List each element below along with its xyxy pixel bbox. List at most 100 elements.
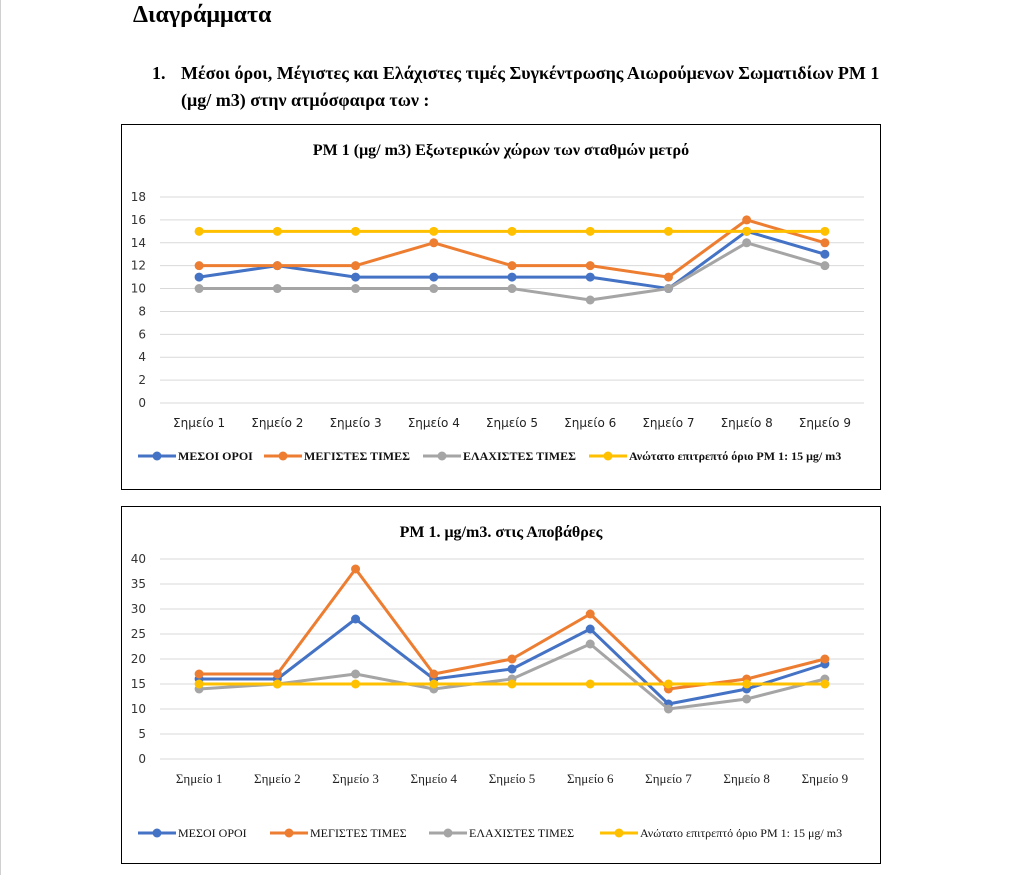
- c1-series-3-point-2: [272, 284, 282, 294]
- c2-x-tick-label-8: Σημείο 8: [723, 771, 770, 786]
- c1-x-tick-label-1: Σημείο 1: [173, 416, 225, 430]
- c1-series-1-point-3: [351, 272, 361, 282]
- chart-platforms: PM 1. μg/m3. στις Αποβάθρες 0 5 10 15 20 25 30 3…: [121, 506, 881, 864]
- c1-series-4-point-3: [351, 226, 361, 236]
- section-heading-text: Μέσοι όροι, Μέγιστες και Ελάχιστες τιμές…: [181, 63, 880, 110]
- c2-series-2-point-1: [194, 669, 204, 679]
- c2-y-tick-label-7: 35: [131, 577, 146, 591]
- c2-series-4-point-3: [351, 679, 361, 689]
- c1-series-2-point-9: [820, 238, 830, 248]
- c2-x-tick-label-7: Σημείο 7: [645, 771, 692, 786]
- c1-chart-title: PM 1 (μg/ m3) Εξωτερικών χώρων των σταθμ…: [313, 142, 689, 159]
- c2-series-1-point-3: [351, 614, 361, 624]
- c2-y-tick-label-1: 5: [138, 727, 146, 741]
- c1-series-2-point-6: [585, 261, 595, 271]
- c2-x-tick-label-5: Σημείο 5: [489, 771, 536, 786]
- c1-series-2-point-4: [429, 238, 439, 248]
- c1-series-3-point-9: [820, 261, 830, 271]
- c2-y-tick-label-0: 0: [138, 752, 146, 766]
- c2-legend-label-4: Ανώτατο επιτρεπτό όριο PM 1: 15 μg/ m3: [640, 826, 842, 840]
- c2-legend-swatch-marker-4: [614, 828, 624, 838]
- c1-series-3-point-8: [742, 238, 752, 248]
- c2-series-4-point-4: [429, 679, 439, 689]
- c2-series-2-point-2: [272, 669, 282, 679]
- c2-x-tick-label-1: Σημείο 1: [176, 771, 223, 786]
- c1-y-tick-label-7: 14: [131, 236, 146, 250]
- c2-x-tick-label-4: Σημείο 4: [411, 771, 458, 786]
- c2-legend-label-3: ΕΛΑΧΙΣΤΕΣ ΤΙΜΕΣ: [469, 826, 574, 840]
- c2-x-tick-label-2: Σημείο 2: [254, 771, 301, 786]
- c1-x-tick-label-3: Σημείο 3: [329, 416, 381, 430]
- c2-series-2-point-4: [429, 669, 439, 679]
- c1-y-tick-label-4: 8: [138, 304, 146, 318]
- c2-series-4-point-1: [194, 679, 204, 689]
- c1-series-3-point-4: [429, 284, 439, 294]
- c1-legend-swatch-marker-2: [278, 451, 288, 461]
- c1-series-3-point-7: [663, 284, 673, 294]
- c2-series-4-point-2: [272, 679, 282, 689]
- c1-series-4-point-6: [585, 226, 595, 236]
- c1-y-tick-label-3: 6: [138, 327, 146, 341]
- c1-series-1-point-6: [585, 272, 595, 282]
- c2-series-2-point-6: [585, 609, 595, 619]
- c1-legend-label-3: ΕΛΑΧΙΣΤΕΣ ΤΙΜΕΣ: [463, 449, 576, 463]
- c2-x-tick-label-9: Σημείο 9: [802, 771, 849, 786]
- page-title: Διαγράμματα: [133, 2, 272, 28]
- c2-y-tick-label-2: 10: [131, 702, 146, 716]
- c2-series-3-point-6: [585, 639, 595, 649]
- c1-y-tick-label-8: 16: [131, 213, 146, 227]
- c1-legend-swatch-marker-4: [603, 451, 613, 461]
- c1-series-4-point-8: [742, 226, 752, 236]
- c1-legend-label-4: Ανώτατο επιτρεπτό όριο PM 1: 15 μg/ m3: [629, 449, 841, 463]
- c1-legend-label-2: ΜΕΓΙΣΤΕΣ ΤΙΜΕΣ: [304, 449, 410, 463]
- c1-series-3-point-3: [351, 284, 361, 294]
- c1-legend-label-1: ΜΕΣΟΙ ΟΡΟΙ: [178, 449, 253, 463]
- c1-series-4-point-2: [272, 226, 282, 236]
- c1-series-2-point-1: [194, 261, 204, 271]
- c2-y-tick-label-5: 25: [131, 627, 146, 641]
- c2-legend-swatch-marker-2: [284, 828, 294, 838]
- c2-chart-title: PM 1. μg/m3. στις Αποβάθρες: [400, 524, 603, 541]
- c1-series-2-point-3: [351, 261, 361, 271]
- chart-platforms-svg: PM 1. μg/m3. στις Αποβάθρες 0 5 10 15 20 25 30 3…: [131, 524, 864, 840]
- c1-series-4-point-4: [429, 226, 439, 236]
- c1-y-tick-label-6: 12: [131, 259, 146, 273]
- c1-series-1-point-5: [507, 272, 517, 282]
- c1-series-4-point-9: [820, 226, 830, 236]
- c1-legend-swatch-marker-1: [152, 451, 162, 461]
- c2-legend-swatch-marker-1: [152, 828, 162, 838]
- c2-series-4-point-8: [742, 679, 752, 689]
- c2-series-4-point-6: [585, 679, 595, 689]
- c2-series-3-point-8: [742, 694, 752, 704]
- c1-x-tick-label-8: Σημείο 8: [721, 416, 773, 430]
- c1-x-tick-label-2: Σημείο 2: [251, 416, 303, 430]
- c1-y-tick-label-2: 4: [138, 350, 146, 364]
- c1-series-4-point-5: [507, 226, 517, 236]
- chart-outdoor-stations: PM 1 (μg/ m3) Εξωτερικών χώρων των σταθμ…: [121, 124, 881, 490]
- c1-series-2-point-7: [663, 272, 673, 282]
- c1-series-4-point-7: [663, 226, 673, 236]
- c1-series-1-point-4: [429, 272, 439, 282]
- c2-series-1-point-6: [585, 624, 595, 634]
- c1-series-4-point-1: [194, 226, 204, 236]
- c1-y-tick-label-0: 0: [138, 396, 146, 410]
- c2-legend-label-2: ΜΕΓΙΣΤΕΣ ΤΙΜΕΣ: [310, 826, 407, 840]
- c2-legend-swatch-marker-3: [443, 828, 453, 838]
- section-number: 1.: [152, 63, 166, 83]
- c2-series-2-point-5: [507, 654, 517, 664]
- c1-legend-swatch-marker-3: [437, 451, 447, 461]
- c1-y-tick-label-5: 10: [131, 282, 146, 296]
- c1-x-tick-label-5: Σημείο 5: [486, 416, 538, 430]
- c1-y-tick-label-1: 2: [138, 373, 146, 387]
- c1-series-3-point-5: [507, 284, 517, 294]
- c1-series-1-point-1: [194, 272, 204, 282]
- c1-x-tick-label-6: Σημείο 6: [564, 416, 616, 430]
- c2-series-2-point-9: [820, 654, 830, 664]
- c2-x-tick-label-3: Σημείο 3: [332, 771, 379, 786]
- c2-y-tick-label-4: 20: [131, 652, 146, 666]
- c2-series-3-point-7: [663, 704, 673, 714]
- c1-y-tick-label-9: 18: [131, 190, 146, 204]
- c2-series-4-point-7: [663, 679, 673, 689]
- page-left-edge: [0, 0, 1, 875]
- c1-x-tick-label-4: Σημείο 4: [408, 416, 460, 430]
